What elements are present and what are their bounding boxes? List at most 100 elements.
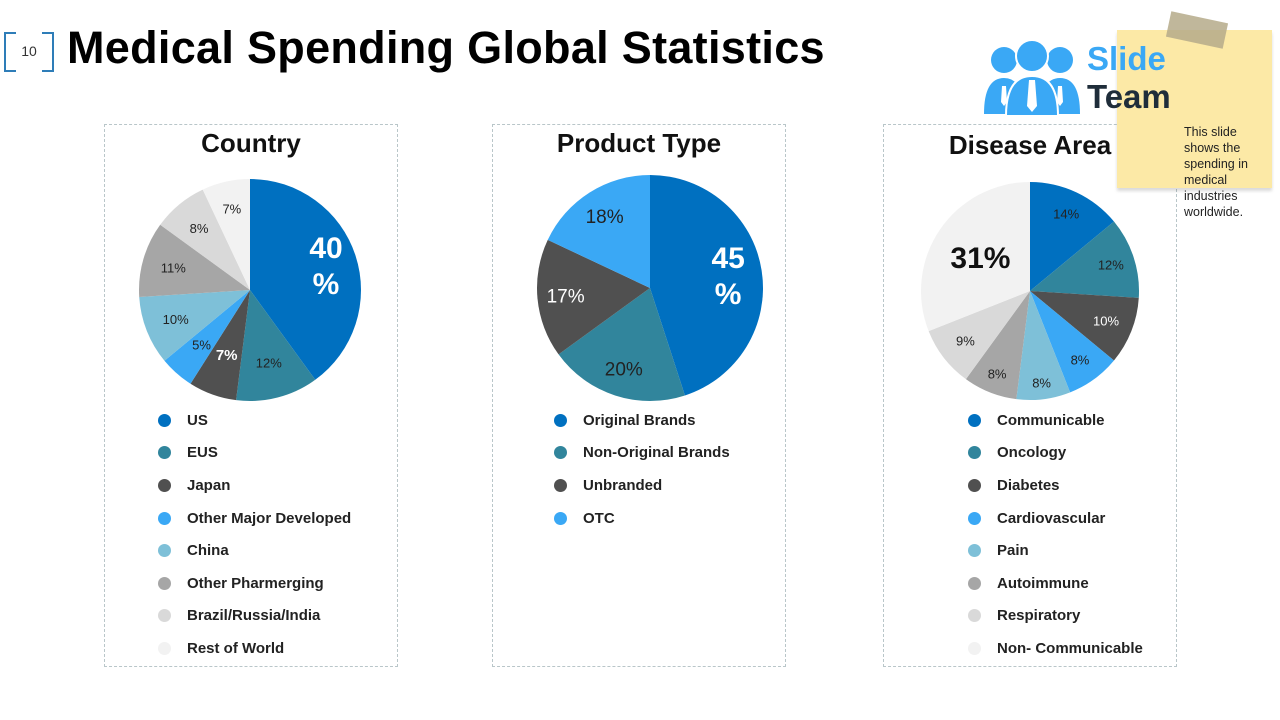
logo-word-team: Team <box>1087 78 1171 115</box>
pie-slice-communicable <box>1030 182 1114 291</box>
legend-item: Respiratory <box>968 600 1143 633</box>
legend-item: Cardiovascular <box>968 502 1143 535</box>
pie-slice-oncology <box>1030 221 1139 298</box>
legend-dot-icon <box>968 478 981 492</box>
pie-data-label: 7% <box>216 347 238 364</box>
legend-item: Diabetes <box>968 469 1143 502</box>
pie-slice-otc <box>547 175 650 288</box>
legend-item: China <box>158 534 351 567</box>
legend-dot-icon <box>968 576 981 590</box>
legend-dot-icon <box>158 544 171 558</box>
pie-data-label: 7% <box>222 201 241 216</box>
legend-item: Rest of World <box>158 632 351 665</box>
pie-data-label: 40 <box>309 232 342 265</box>
logo-word-slide: Slide <box>1087 40 1166 77</box>
pie-slice-other-pharmerging <box>139 224 250 297</box>
legend-label: Brazil/Russia/India <box>187 607 321 625</box>
legend-label: EUS <box>187 444 218 462</box>
pie-data-label: 10% <box>1093 314 1119 329</box>
legend-item: EUS <box>158 437 351 470</box>
pie-slice-diabetes <box>1030 291 1139 361</box>
legend-dot-icon <box>968 511 981 525</box>
legend-label: Rest of World <box>187 639 285 657</box>
legend-dot-icon <box>554 511 567 525</box>
pie-data-label: 8% <box>1071 352 1090 367</box>
legend-dot-icon <box>158 641 171 655</box>
legend-item: Other Pharmerging <box>158 567 351 600</box>
pie-slice-japan <box>190 290 250 401</box>
pie-slice-unbranded <box>537 239 650 355</box>
pie-slice-cardiovascular <box>1030 291 1114 393</box>
legend-dot-icon <box>158 478 171 492</box>
legend-product-type: Original Brands Non-Original Brands Unbran… <box>554 404 730 534</box>
legend-dot-icon <box>554 478 567 492</box>
legend-label: Non-Original Brands <box>583 444 730 462</box>
pie-data-label: 10% <box>163 312 189 327</box>
legend-item: Pain <box>968 534 1143 567</box>
legend-item: OTC <box>554 502 730 535</box>
pie-data-label: 17% <box>547 287 585 308</box>
legend-item: Unbranded <box>554 469 730 502</box>
legend-label: Other Major Developed <box>187 509 352 527</box>
pie-slice-respiratory <box>928 291 1030 380</box>
chart-title-country: Country <box>201 128 301 158</box>
product-type-panel <box>492 124 786 667</box>
legend-dot-icon <box>968 544 981 558</box>
pie-data-label: 12% <box>1098 257 1124 272</box>
legend-label: Respiratory <box>997 607 1081 625</box>
legend-dot-icon <box>968 641 981 655</box>
pie-data-label: % <box>715 278 742 311</box>
pie-slice-autoimmune <box>965 291 1030 400</box>
pie-slice-original-brands <box>650 175 764 396</box>
legend-dot-icon <box>968 446 981 460</box>
disease-area-panel <box>883 124 1177 667</box>
pie-slice-us <box>250 179 362 380</box>
legend-dot-icon <box>158 609 171 623</box>
pie-slice-eus <box>236 290 316 401</box>
legend-label: Autoimmune <box>997 574 1089 592</box>
legend-dot-icon <box>968 609 981 623</box>
legend-item: Japan <box>158 469 351 502</box>
legend-label: Other Pharmerging <box>187 574 324 592</box>
team-people-icon <box>984 39 1080 117</box>
pie-slice-pain <box>1016 291 1071 400</box>
pie-slice-non-communicable <box>920 182 1030 332</box>
legend-item: Oncology <box>968 437 1143 470</box>
legend-dot-icon <box>968 413 981 427</box>
pie-slice-non-original-brands <box>558 288 685 401</box>
slide-number-box: 10 <box>4 32 54 72</box>
sticky-note <box>1117 30 1272 188</box>
pie-slice-rest-of-world <box>202 179 250 290</box>
legend-dot-icon <box>158 446 171 460</box>
pie-data-label: 12% <box>256 356 282 371</box>
pie-data-label: 5% <box>192 338 211 353</box>
legend-dot-icon <box>158 413 171 427</box>
country-panel <box>104 124 398 667</box>
legend-label: Diabetes <box>997 476 1060 494</box>
legend-label: China <box>187 542 229 560</box>
legend-label: Non- Communicable <box>997 639 1143 657</box>
pie-data-label: 8% <box>190 221 209 236</box>
chart-title-product-type: Product Type <box>556 128 722 158</box>
legend-item: Brazil/Russia/India <box>158 600 351 633</box>
legend-item: Autoimmune <box>968 567 1143 600</box>
legend-item: Non-Original Brands <box>554 437 730 470</box>
legend-dot-icon <box>554 446 567 460</box>
slideteam-logo: Slide Team <box>982 36 1182 120</box>
pie-slice-other-major-developed <box>164 290 250 384</box>
legend-disease-area: Communicable Oncology Diabetes Cardiovascul… <box>968 404 1143 665</box>
legend-item: Communicable <box>968 404 1143 437</box>
sticky-note-text: This slide shows the spending in medical… <box>1184 125 1248 219</box>
pie-data-label: 14% <box>1053 207 1079 222</box>
legend-label: Oncology <box>997 444 1067 462</box>
legend-dot-icon <box>554 413 567 427</box>
pie-slice-china <box>139 290 250 361</box>
pie-data-label: 9% <box>956 334 975 349</box>
pie-data-label: 45 <box>711 242 744 275</box>
legend-label: Original Brands <box>583 411 696 429</box>
legend-label: Unbranded <box>583 476 663 494</box>
slide-number: 10 <box>21 43 37 59</box>
pie-data-label: 11% <box>161 260 186 275</box>
legend-label: Communicable <box>997 411 1105 429</box>
legend-item: Other Major Developed <box>158 502 351 535</box>
